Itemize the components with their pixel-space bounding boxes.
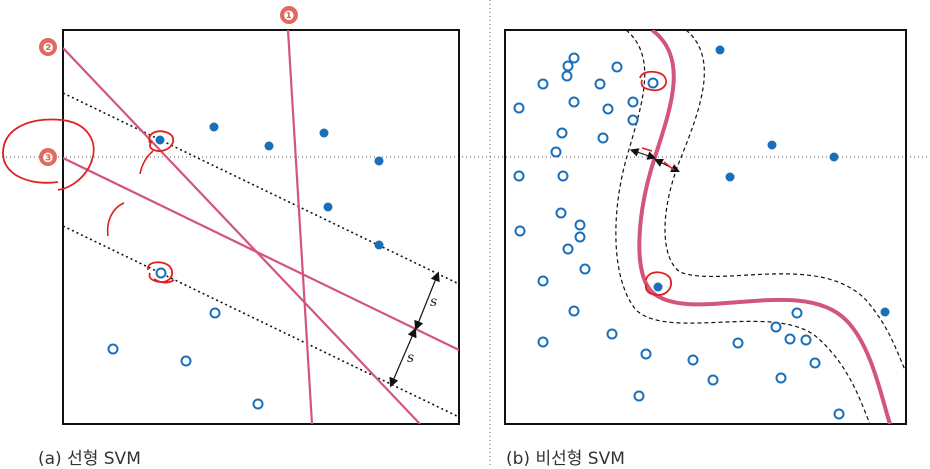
hollow-point — [107, 343, 119, 355]
hollow-point — [568, 96, 580, 108]
left-frame — [62, 29, 460, 425]
margin-label-lower: s — [407, 350, 414, 366]
hollow-point — [809, 357, 821, 369]
support-vector-hollow — [647, 77, 659, 89]
hollow-point — [611, 61, 623, 73]
hollow-point — [602, 103, 614, 115]
filled-point — [715, 45, 725, 55]
badge-3: ❸ — [39, 148, 57, 166]
badge-1-label: ❶ — [283, 9, 294, 24]
hollow-point — [707, 374, 719, 386]
hollow-point — [594, 78, 606, 90]
hollow-point — [687, 354, 699, 366]
hollow-point — [555, 207, 567, 219]
right-frame — [504, 29, 907, 425]
hollow-point — [568, 305, 580, 317]
hollow-point — [640, 348, 652, 360]
boundary-line-1 — [286, 30, 314, 424]
hollow-point — [180, 355, 192, 367]
hollow-point — [784, 333, 796, 345]
filled-point — [374, 240, 384, 250]
hollow-point — [574, 219, 586, 231]
hollow-point — [568, 52, 580, 64]
nonlinear-svm-panel — [504, 29, 907, 425]
margin-arrow-lower — [389, 327, 417, 388]
hollow-point — [514, 225, 526, 237]
badge-1: ❶ — [280, 6, 298, 24]
badge-2: ❷ — [39, 38, 57, 56]
annotation-stroke — [139, 150, 154, 175]
hollow-point — [597, 132, 609, 144]
hollow-point — [574, 231, 586, 243]
linear-svm-panel: s s — [2, 29, 460, 425]
annotation-big-loop — [2, 118, 95, 191]
annotation-circle — [644, 271, 672, 296]
hollow-point — [556, 127, 568, 139]
annotation-circle — [148, 130, 175, 152]
caption-nonlinear-svm: (b) 비선형 SVM — [506, 449, 625, 469]
hollow-point — [627, 96, 639, 108]
filled-point — [767, 140, 777, 150]
margin-curve-right — [664, 30, 906, 373]
hollow-point — [732, 337, 744, 349]
hollow-point — [606, 328, 618, 340]
hollow-point — [833, 408, 845, 420]
margin-arrow-upper — [414, 271, 440, 331]
hollow-point — [513, 170, 525, 182]
caption-linear-svm: (a) 선형 SVM — [38, 449, 141, 469]
hollow-point — [537, 275, 549, 287]
hollow-point — [579, 263, 591, 275]
hollow-point — [209, 307, 221, 319]
annotation-circle — [639, 70, 667, 92]
hollow-point — [800, 334, 812, 346]
filled-point — [725, 172, 735, 182]
hollow-point — [775, 372, 787, 384]
support-vector-hollow — [155, 267, 167, 279]
hollow-point — [791, 307, 803, 319]
hollow-point — [627, 114, 639, 126]
filled-point — [323, 202, 333, 212]
filled-point — [264, 141, 274, 151]
filled-point — [829, 152, 839, 162]
hollow-point — [537, 78, 549, 90]
annotation-circle — [147, 261, 175, 284]
hollow-point — [550, 146, 562, 158]
boundary-line-2 — [63, 47, 421, 424]
hollow-point — [513, 102, 525, 114]
badge-3-label: ❸ — [42, 151, 53, 166]
hollow-point — [252, 398, 264, 410]
support-vector-filled — [155, 135, 165, 145]
filled-point — [880, 307, 890, 317]
margin-arrow-small-left — [629, 148, 657, 160]
hollow-point — [561, 70, 573, 82]
filled-point — [319, 128, 329, 138]
annotation-bracket — [106, 202, 125, 237]
margin-label-upper: s — [430, 294, 437, 310]
margin-line-upper — [63, 92, 459, 285]
hollow-point — [562, 243, 574, 255]
annotation-tick — [663, 161, 675, 171]
nonlinear-boundary — [637, 30, 892, 424]
margin-curve-left — [615, 30, 871, 424]
hollow-point — [557, 170, 569, 182]
hollow-point — [633, 390, 645, 402]
badge-2-label: ❷ — [42, 41, 53, 56]
hollow-point — [770, 321, 782, 333]
boundary-line-3 — [63, 157, 459, 351]
hollow-point — [537, 336, 549, 348]
filled-point — [209, 122, 219, 132]
hollow-point — [562, 60, 574, 72]
support-vector-filled — [653, 282, 663, 292]
filled-point — [374, 156, 384, 166]
annotation-tick — [641, 147, 653, 152]
